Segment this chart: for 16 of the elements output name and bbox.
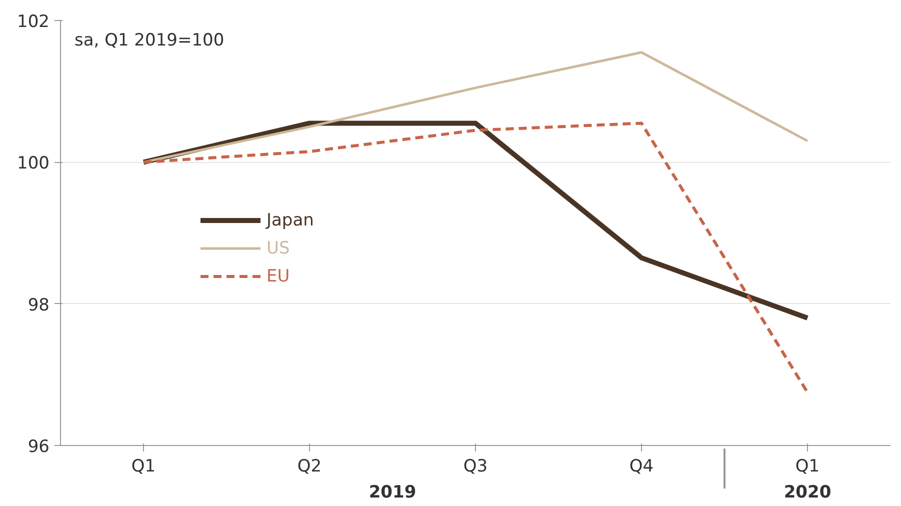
y-tick-label: 98 [28, 295, 50, 316]
annotation: sa, Q1 2019=100 [74, 30, 224, 50]
legend-label: Japan [266, 210, 314, 230]
text: 2020 [784, 482, 832, 502]
y-tick-label: 102 [17, 12, 50, 32]
x-tick-label: Q4 [629, 456, 654, 476]
x-tick-label: Q1 [795, 456, 820, 476]
x-tick-label: Q2 [297, 456, 322, 476]
x-tick-label: Q3 [463, 456, 488, 476]
legend-label: EU [266, 266, 290, 286]
text: 2019 [368, 482, 416, 502]
legend-label: US [266, 238, 290, 258]
y-tick-label: 100 [17, 154, 50, 174]
line-series [142, 122, 809, 394]
y-tick-label: 96 [28, 437, 50, 457]
x-tick-label: Q1 [131, 456, 156, 476]
